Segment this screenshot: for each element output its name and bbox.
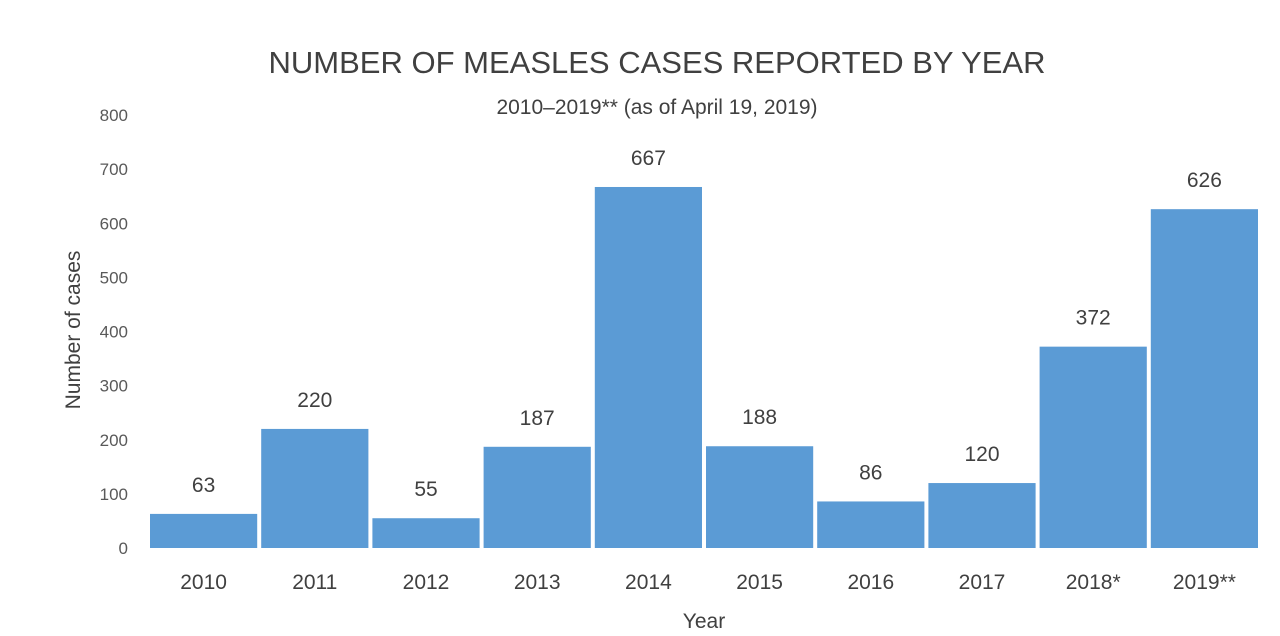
data-label: 372 [1076, 307, 1111, 330]
data-labels-group: 63 220 55 187 667 188 86 120 372 626 [192, 147, 1222, 501]
bar-2018 [1039, 346, 1147, 548]
data-label: 63 [192, 474, 215, 497]
bar-2019 [1150, 209, 1258, 549]
data-label: 667 [631, 147, 666, 170]
y-tick-label: 400 [100, 323, 128, 342]
y-tick-label: 300 [100, 377, 128, 396]
bar-2011 [261, 428, 369, 548]
data-label: 55 [414, 478, 437, 501]
y-axis-label: Number of cases [62, 251, 85, 410]
bar-2015 [706, 446, 814, 548]
bar-2017 [928, 483, 1036, 548]
x-tick-label: 2015 [736, 571, 783, 594]
x-tick-label: 2011 [292, 571, 337, 594]
bars-group [150, 186, 1258, 549]
data-label: 187 [520, 407, 555, 430]
data-label: 120 [964, 443, 999, 466]
x-axis-label: Year [683, 610, 725, 631]
bar-2014 [594, 186, 702, 548]
x-tick-label: 2014 [625, 571, 672, 594]
x-tick-label: 2012 [403, 571, 450, 594]
x-axis-ticks: 2010 2011 2012 2013 2014 2015 2016 2017 2018* 201… [180, 571, 1236, 594]
bar-2010 [150, 513, 258, 548]
y-tick-label: 0 [119, 539, 128, 558]
y-tick-label: 700 [100, 160, 128, 179]
x-tick-label: 2010 [180, 571, 227, 594]
chart-subtitle: 2010–2019** (as of April 19, 2019) [496, 96, 817, 119]
data-label: 220 [297, 389, 332, 412]
y-tick-label: 200 [100, 431, 128, 450]
x-tick-label: 2019** [1173, 571, 1236, 594]
y-tick-label: 500 [100, 268, 128, 287]
data-label: 188 [742, 406, 777, 429]
y-tick-label: 600 [100, 214, 128, 233]
bar-2012 [372, 518, 480, 548]
x-tick-label: 2013 [514, 571, 561, 594]
x-tick-label: 2017 [959, 571, 1006, 594]
data-label: 86 [859, 461, 882, 484]
bar-2016 [817, 501, 925, 548]
y-tick-label: 800 [100, 106, 128, 125]
y-tick-label: 100 [100, 485, 128, 504]
data-label: 626 [1187, 169, 1222, 192]
x-tick-label: 2016 [847, 571, 894, 594]
x-tick-label: 2018* [1066, 571, 1121, 594]
bar-2013 [483, 446, 591, 548]
chart-title: NUMBER OF MEASLES CASES REPORTED BY YEAR [269, 45, 1046, 80]
y-axis-ticks: 0 100 200 300 400 500 600 700 800 [100, 106, 128, 558]
